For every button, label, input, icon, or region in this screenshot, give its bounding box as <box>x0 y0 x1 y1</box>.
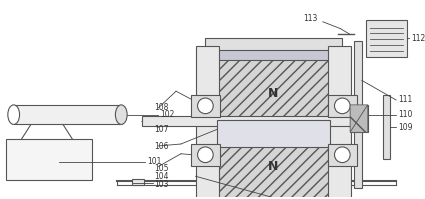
Bar <box>383 95 390 159</box>
Text: 106: 106 <box>155 142 169 151</box>
Bar <box>196 46 219 199</box>
Bar <box>366 20 407 57</box>
Text: 112: 112 <box>411 34 425 43</box>
Bar <box>354 41 362 188</box>
Text: 113: 113 <box>303 14 317 23</box>
Text: 104: 104 <box>155 172 169 181</box>
Ellipse shape <box>116 105 127 124</box>
Circle shape <box>198 98 213 114</box>
Text: 105: 105 <box>155 164 169 173</box>
Bar <box>191 144 220 166</box>
Bar <box>217 129 330 199</box>
Text: 101: 101 <box>147 157 161 166</box>
Text: 108: 108 <box>155 103 169 112</box>
Text: 107: 107 <box>155 125 169 134</box>
Bar <box>14 105 121 124</box>
Circle shape <box>334 98 350 114</box>
Bar <box>132 179 144 185</box>
Circle shape <box>198 147 213 163</box>
Bar <box>328 95 357 117</box>
Polygon shape <box>350 105 368 132</box>
Text: N: N <box>268 160 278 173</box>
Text: 103: 103 <box>155 180 169 189</box>
Text: 111: 111 <box>398 96 412 104</box>
Bar <box>328 46 351 199</box>
Bar <box>6 139 92 180</box>
Text: 109: 109 <box>398 123 413 132</box>
Bar <box>208 46 338 60</box>
Text: N: N <box>268 87 278 100</box>
Bar <box>208 198 338 199</box>
Bar <box>191 95 220 117</box>
Circle shape <box>334 147 350 163</box>
Polygon shape <box>350 105 368 132</box>
Bar <box>217 120 330 147</box>
Bar <box>350 105 368 132</box>
Bar <box>217 56 330 129</box>
Text: 102: 102 <box>160 110 175 119</box>
Text: 110: 110 <box>398 110 412 119</box>
Ellipse shape <box>8 105 20 124</box>
Bar <box>205 38 342 50</box>
Bar <box>142 116 357 126</box>
Bar <box>328 144 357 166</box>
